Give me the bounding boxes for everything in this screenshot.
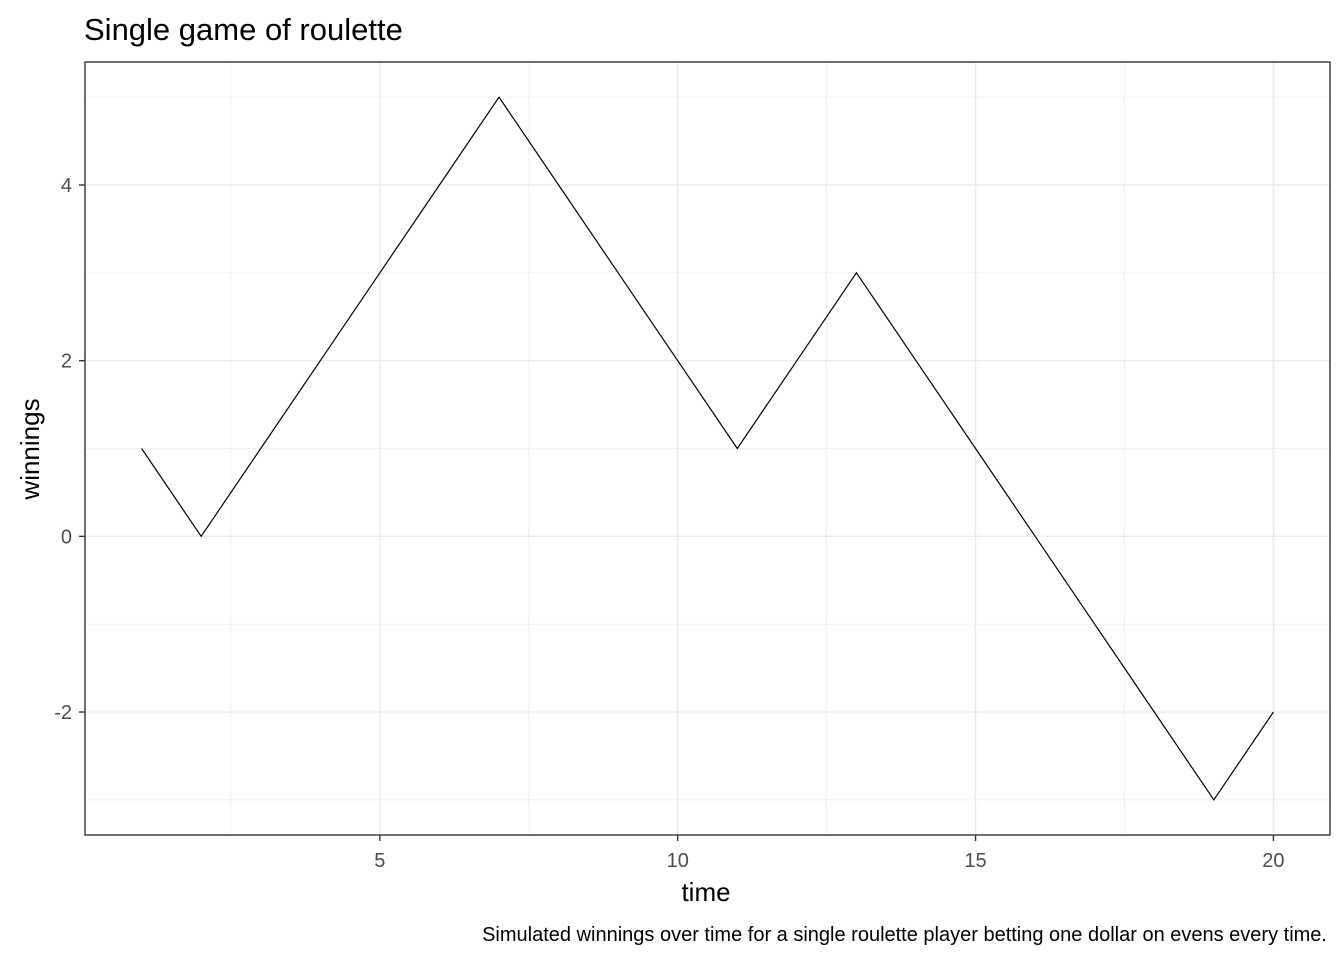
y-tick-label: 0 xyxy=(61,526,72,548)
x-tick-label: 20 xyxy=(1262,850,1284,872)
y-tick-label: -2 xyxy=(54,702,72,724)
y-axis-title: winnings xyxy=(15,398,45,500)
chart-title: Single game of roulette xyxy=(84,12,403,47)
x-tick-label: 15 xyxy=(964,850,986,872)
grid-lines xyxy=(85,62,1330,835)
x-tick-label: 10 xyxy=(667,850,689,872)
chart-caption: Simulated winnings over time for a singl… xyxy=(482,924,1327,946)
x-axis-title: time xyxy=(681,877,730,907)
x-tick-label: 5 xyxy=(374,850,385,872)
y-tick-label: 4 xyxy=(61,175,72,197)
plot-panel xyxy=(84,61,1331,836)
y-tick-label: 2 xyxy=(61,351,72,373)
x-axis: 5 10 15 20 xyxy=(374,835,1285,872)
y-axis: -2 0 2 4 xyxy=(54,175,85,724)
series-layer xyxy=(141,96,1274,801)
series-line xyxy=(141,96,1274,801)
